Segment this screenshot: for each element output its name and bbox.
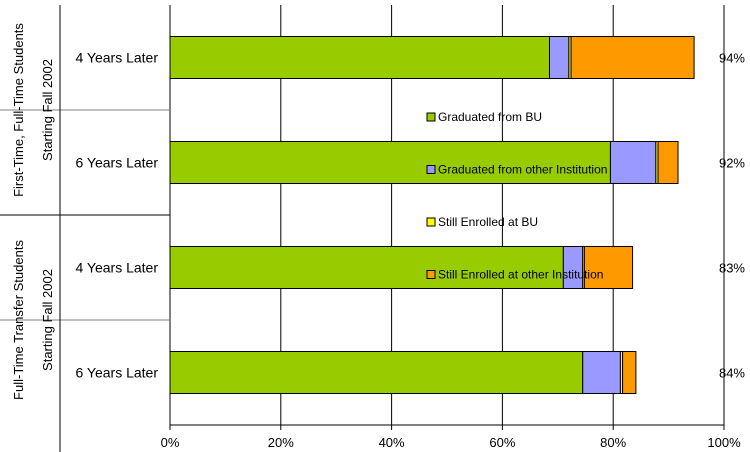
bar-segment xyxy=(169,246,564,289)
legend-swatch xyxy=(426,270,436,279)
bar-segment xyxy=(582,351,621,394)
x-tick-label: 80% xyxy=(600,435,626,450)
bar-segment xyxy=(169,351,584,394)
x-tick-label: 0% xyxy=(161,435,180,450)
bar-series xyxy=(169,36,695,394)
total-label: 84% xyxy=(719,366,745,381)
bar-segment xyxy=(609,141,657,184)
category-label: 6 Years Later xyxy=(75,365,158,381)
category-label: 6 Years Later xyxy=(75,155,158,171)
group-label-line2: Starting Fall 2002 xyxy=(40,59,55,161)
x-tick-label: 100% xyxy=(707,435,741,450)
axes: 0% 20% 40% 60% 80% 100% xyxy=(0,5,741,452)
group-label-line2: Starting Fall 2002 xyxy=(40,269,55,371)
legend-swatch xyxy=(426,165,436,174)
group-label-line1: Full-Time Transfer Students xyxy=(11,240,26,400)
x-tick-label: 40% xyxy=(379,435,405,450)
bar-segment xyxy=(657,141,679,184)
category-label: 4 Years Later xyxy=(75,50,158,66)
category-labels: 4 Years Later 94% 6 Years Later 92% 4 Years … xyxy=(11,23,745,400)
total-label: 92% xyxy=(719,156,745,171)
bar-segment xyxy=(583,246,634,289)
group-label-line1: First-Time, Full-Time Students xyxy=(11,23,26,197)
legend-swatch xyxy=(426,217,436,227)
bar-segment xyxy=(622,351,637,394)
category-label: 4 Years Later xyxy=(75,260,158,276)
legend-swatch xyxy=(426,112,436,122)
x-tick-label: 20% xyxy=(268,435,294,450)
bar-segment xyxy=(169,36,550,79)
x-tick-label: 60% xyxy=(489,435,515,450)
legend-label: Still Enrolled at BU xyxy=(438,215,538,229)
bar-segment xyxy=(548,36,570,79)
legend: Graduated from BU Graduated from other In… xyxy=(426,110,607,282)
total-label: 94% xyxy=(719,51,745,66)
legend-label: Still Enrolled at other Institution xyxy=(438,268,603,282)
bar-segment xyxy=(570,36,695,79)
legend-label: Graduated from other Institution xyxy=(438,163,607,177)
total-label: 83% xyxy=(719,261,745,276)
legend-label: Graduated from BU xyxy=(438,110,542,124)
